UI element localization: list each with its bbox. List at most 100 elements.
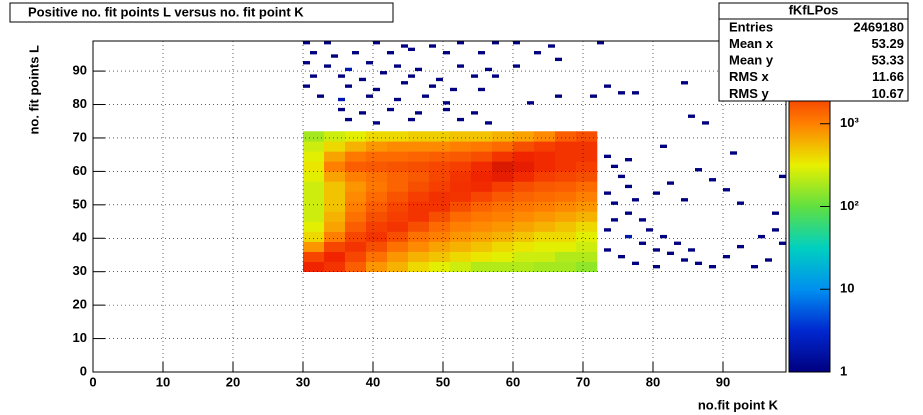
- sparse-cell: [492, 74, 499, 78]
- x-tick-label: 10: [156, 374, 170, 389]
- heatmap-cell: [387, 211, 409, 222]
- sparse-cell: [618, 174, 625, 179]
- sparse-cell: [303, 84, 310, 88]
- heatmap-cell: [303, 131, 325, 142]
- heatmap-cell: [303, 201, 325, 212]
- heatmap-cell: [513, 131, 535, 142]
- z-tick-label: 1: [840, 363, 847, 378]
- sparse-cell: [604, 191, 611, 195]
- stats-value: 2469180: [853, 19, 904, 34]
- heatmap-cell: [366, 211, 388, 222]
- heatmap-cell: [324, 131, 346, 142]
- heatmap-cell: [408, 191, 430, 202]
- heatmap-cell: [324, 231, 346, 242]
- heatmap-cell: [513, 141, 535, 152]
- heatmap-cell: [429, 231, 451, 242]
- sparse-cell: [457, 64, 464, 68]
- y-tick-label: 70: [73, 129, 87, 144]
- sparse-cell: [660, 144, 667, 148]
- chart-title: Positive no. fit points L versus no. fit…: [28, 4, 304, 19]
- heatmap-cell: [429, 171, 451, 182]
- sparse-cell: [681, 81, 688, 85]
- stats-value: 11.66: [872, 69, 904, 84]
- y-tick-label: 20: [73, 297, 87, 312]
- sparse-cell: [401, 44, 408, 48]
- sparse-cell: [611, 201, 618, 205]
- heatmap-cell: [303, 161, 325, 172]
- heatmap-cell: [534, 221, 556, 232]
- heatmap-cell: [387, 191, 409, 202]
- heatmap-cell: [303, 141, 325, 152]
- y-tick-label: 50: [73, 196, 87, 211]
- sparse-cell: [667, 181, 674, 185]
- stats-label: RMS x: [729, 69, 770, 84]
- heatmap-cell: [576, 221, 598, 232]
- heatmap-cell: [408, 161, 430, 172]
- heatmap-cell: [492, 141, 514, 152]
- sparse-cell: [513, 41, 520, 45]
- heatmap-cell: [387, 241, 409, 252]
- heatmap-cell: [576, 231, 598, 242]
- y-tick-label: 0: [80, 363, 87, 378]
- sparse-cell: [646, 228, 653, 232]
- heatmap-cell: [576, 251, 598, 262]
- sparse-cell: [688, 114, 695, 118]
- sparse-cell: [408, 47, 415, 52]
- x-tick-label: 70: [576, 374, 590, 389]
- sparse-cell: [387, 51, 394, 55]
- sparse-cell: [632, 261, 639, 266]
- sparse-cell: [478, 51, 485, 55]
- heatmap-cell: [576, 161, 598, 172]
- heatmap-cell: [303, 151, 325, 162]
- sparse-cell: [338, 97, 345, 102]
- sparse-cell: [471, 74, 478, 78]
- heatmap-cell: [555, 221, 577, 232]
- sparse-cell: [653, 191, 660, 195]
- heatmap-cell: [471, 151, 493, 162]
- heatmap-cell: [366, 231, 388, 242]
- heatmap-cell: [555, 181, 577, 192]
- sparse-cell: [317, 94, 324, 98]
- heatmap-cell: [513, 261, 535, 272]
- sparse-cell: [660, 234, 667, 239]
- heatmap-cell: [408, 211, 430, 222]
- heatmap-cell: [450, 141, 472, 152]
- sparse-cell: [625, 158, 632, 162]
- stats-label: RMS y: [729, 86, 770, 101]
- y-tick-label: 30: [73, 263, 87, 278]
- heatmap-cell: [450, 191, 472, 202]
- y-tick-label: 40: [73, 230, 87, 245]
- sparse-cell: [373, 87, 380, 92]
- heatmap-cell: [429, 221, 451, 232]
- heatmap-cell: [345, 141, 367, 152]
- heatmap-cell: [345, 211, 367, 222]
- heatmap-cell: [408, 221, 430, 232]
- sparse-cell: [730, 151, 737, 155]
- heatmap-cell: [576, 191, 598, 202]
- sparse-cell: [345, 117, 352, 122]
- sparse-cell: [485, 67, 492, 72]
- heatmap-cell: [450, 261, 472, 272]
- sparse-cell: [597, 41, 604, 45]
- heatmap-cell: [450, 131, 472, 142]
- sparse-cell: [303, 41, 310, 45]
- heatmap-cell: [303, 171, 325, 182]
- y-tick-label: 10: [73, 330, 87, 345]
- heatmap-cell: [408, 261, 430, 272]
- heatmap-cell: [555, 171, 577, 182]
- heatmap-cell: [345, 161, 367, 172]
- sparse-cell: [429, 44, 436, 48]
- sparse-cell: [618, 254, 625, 259]
- sparse-cell: [772, 228, 779, 232]
- heatmap-cell: [324, 221, 346, 232]
- heatmap-cell: [387, 201, 409, 212]
- sparse-cell: [527, 101, 534, 105]
- sparse-cell: [737, 201, 744, 205]
- sparse-cell: [639, 241, 646, 245]
- heatmap-cell: [429, 211, 451, 222]
- heatmap-cell: [471, 241, 493, 252]
- heatmap-cell: [324, 161, 346, 172]
- heatmap-cell: [513, 151, 535, 162]
- sparse-cell: [611, 218, 618, 222]
- heatmap-cell: [534, 241, 556, 252]
